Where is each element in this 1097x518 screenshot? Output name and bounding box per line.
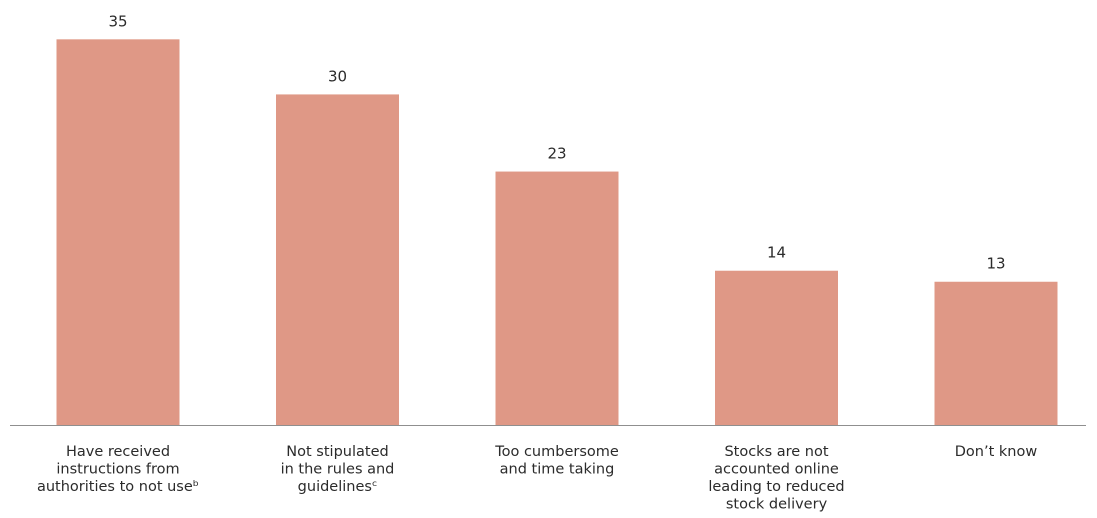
category-label-line: instructions from — [56, 462, 179, 478]
category-label-line: leading to reduced — [708, 479, 844, 495]
data-label-3: 23 — [547, 145, 566, 163]
data-labels-group: 35 30 23 14 13 — [108, 12, 1005, 272]
category-label-line: stock delivery — [726, 497, 828, 513]
category-label-line: in the rules and — [281, 462, 395, 478]
category-labels-group: Have received instructions from authoritie… — [37, 444, 1037, 513]
bars-group — [56, 39, 1058, 426]
data-label-5: 13 — [986, 255, 1005, 273]
category-label-line: authorities to not useᵇ — [37, 479, 199, 495]
category-label-3: Too cumbersome and time taking — [494, 444, 619, 478]
data-label-4: 14 — [767, 244, 786, 262]
category-label-1: Have received instructions from authoritie… — [37, 444, 199, 495]
category-label-line: Stocks are not — [724, 444, 828, 460]
category-label-4: Stocks are not accounted online leading to… — [708, 444, 844, 513]
bar-1 — [56, 39, 180, 425]
data-label-2: 30 — [328, 67, 347, 85]
category-label-2: Not stipulated in the rules and guidelines… — [281, 444, 395, 495]
category-label-line: accounted online — [714, 462, 839, 478]
category-label-line: guidelinesᶜ — [298, 479, 378, 495]
data-label-1: 35 — [108, 12, 127, 30]
bar-5 — [934, 281, 1058, 425]
category-label-line: Have received — [66, 444, 170, 460]
category-label-line: and time taking — [500, 462, 615, 478]
category-label-line: Too cumbersome — [494, 444, 619, 460]
bar-4 — [715, 270, 838, 425]
category-label-line: Don’t know — [955, 444, 1038, 460]
bar-2 — [276, 94, 399, 426]
category-label-line: Not stipulated — [286, 444, 388, 460]
bar-3 — [495, 171, 619, 425]
category-label-5: Don’t know — [955, 444, 1038, 460]
